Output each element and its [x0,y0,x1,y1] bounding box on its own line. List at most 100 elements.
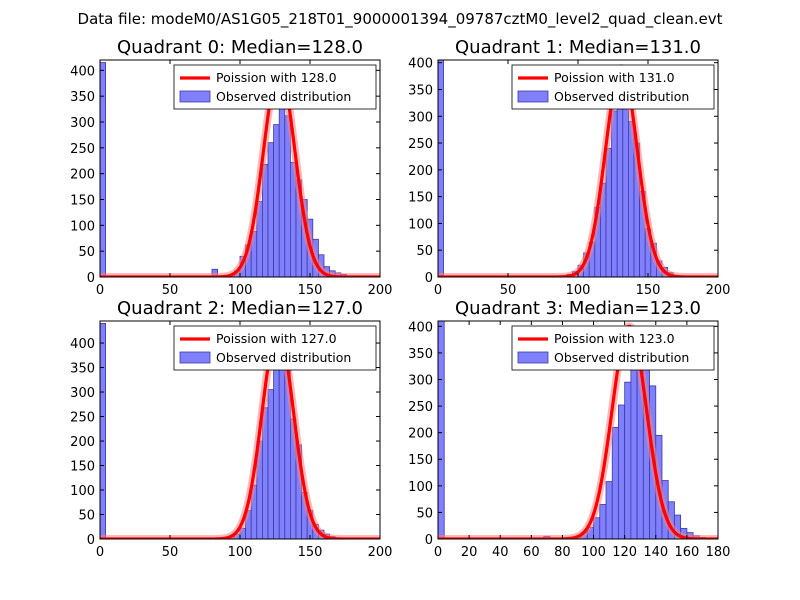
x-tick-label: 50 [162,545,179,560]
x-tick-label: 40 [492,545,509,560]
y-tick-label: 200 [70,435,95,450]
legend-box [173,64,377,110]
x-tick-label: 0 [96,283,104,298]
x-tick-label: 100 [228,545,253,560]
poisson-curve [438,66,718,277]
figure-suptitle: Data file: modeM0/AS1G05_218T01_90000013… [78,10,723,29]
legend-curve-label: Poission with 131.0 [554,70,675,85]
histogram-bar [622,83,629,277]
x-tick-label: 150 [298,545,323,560]
poisson-curve [100,68,380,277]
histogram-bar [611,426,619,539]
histogram-bar [267,142,274,277]
y-tick-label: 50 [78,245,95,260]
y-tick-label: 350 [408,347,433,362]
y-tick-label: 400 [408,320,433,335]
histogram-bar [618,404,626,539]
x-tick-label: 180 [706,545,731,560]
histogram-bar [273,124,280,277]
histogram-bar [273,352,280,539]
y-tick-label: 350 [70,90,95,105]
panels: Quadrant 0: Median=128.00 50 100 150 2000501… [70,37,730,560]
x-tick-label: 120 [612,545,637,560]
y-tick-label: 150 [408,453,433,468]
x-tick-label: 80 [554,545,571,560]
panel-title: Quadrant 0: Median=128.0 [117,37,363,58]
chart-panel-0: Quadrant 0: Median=128.0 0 50 100 150 200 0 50 1… [70,37,392,298]
histogram-bar [438,60,444,277]
y-tick-label: 200 [408,164,433,179]
y-tick-label: 150 [70,194,95,209]
chart-panel-1: Quadrant 1: Median=131.0 0 50 100 150 200 0 50 1… [408,37,730,298]
y-tick-label: 300 [70,116,95,131]
histogram-bar [438,321,445,539]
chart-panel-3: Quadrant 3: Median=123.0 0 20 40 60 80 100 120 1… [408,298,730,560]
y-tick-label: 150 [70,460,95,475]
axes-frame [437,320,719,540]
panel-title: Quadrant 3: Median=123.0 [455,298,701,319]
legend-bar-label: Observed distribution [216,89,351,104]
x-tick-label: 50 [500,283,517,298]
poisson-curve [438,324,718,539]
plot-area [438,321,718,539]
y-tick-label: 300 [408,110,433,125]
y-tick-label: 50 [416,244,433,259]
panel-title: Quadrant 1: Median=131.0 [455,37,701,58]
x-tick-label: 150 [298,283,323,298]
y-tick-label: 400 [70,64,95,79]
x-tick-label: 20 [461,545,478,560]
y-tick-label: 200 [70,168,95,183]
x-tick-label: 0 [434,545,442,560]
legend-curve-label: Poission with 128.0 [216,70,337,85]
x-tick-label: 50 [162,283,179,298]
legend: Poission with 127.0 Observed distribution [173,325,377,371]
x-tick-label: 0 [96,545,104,560]
legend-bar-swatch [517,351,549,364]
y-tick-label: 250 [70,411,95,426]
x-tick-label: 200 [706,283,731,298]
legend-bar-label: Observed distribution [554,350,689,365]
legend: Poission with 131.0 Observed distribution [511,64,715,110]
panel-title: Quadrant 2: Median=127.0 [117,298,363,319]
histogram-bar [278,95,286,277]
y-tick-label: 150 [408,191,433,206]
x-tick-label: 140 [643,545,668,560]
histogram-bar [624,381,632,539]
legend: Poission with 123.0 Observed distribution [511,325,715,371]
y-tick-label: 300 [70,386,95,401]
y-tick-label: 100 [408,480,433,495]
y-tick-label: 400 [70,337,95,352]
y-tick-label: 250 [70,142,95,157]
legend-bar-swatch [517,90,549,103]
legend-bar-swatch [179,90,211,103]
y-tick-label: 50 [416,506,433,521]
x-tick-label: 200 [368,545,393,560]
x-tick-label: 100 [581,545,606,560]
histogram-bar [267,389,274,539]
x-tick-label: 60 [523,545,540,560]
y-tick-label: 300 [408,373,433,388]
histogram-bar [100,62,106,277]
legend-bar-label: Observed distribution [554,89,689,104]
legend-curve-label: Poission with 123.0 [554,331,675,346]
x-tick-label: 150 [636,283,661,298]
y-tick-label: 0 [425,271,433,286]
x-tick-label: 160 [674,545,699,560]
y-tick-label: 50 [78,509,95,524]
histogram-bar [599,504,607,539]
y-tick-label: 200 [408,427,433,442]
y-tick-label: 350 [70,362,95,377]
y-tick-label: 250 [408,400,433,415]
x-tick-label: 0 [434,283,442,298]
y-tick-label: 250 [408,137,433,152]
histogram-bar [605,481,613,539]
legend-curve-label: Poission with 127.0 [216,331,337,346]
x-tick-label: 100 [228,283,253,298]
legend-bar-label: Observed distribution [216,350,351,365]
x-tick-label: 100 [566,283,591,298]
histogram-bar [611,110,618,277]
legend-bar-swatch [179,351,211,364]
y-tick-label: 0 [87,533,95,548]
x-tick-label: 200 [368,283,393,298]
